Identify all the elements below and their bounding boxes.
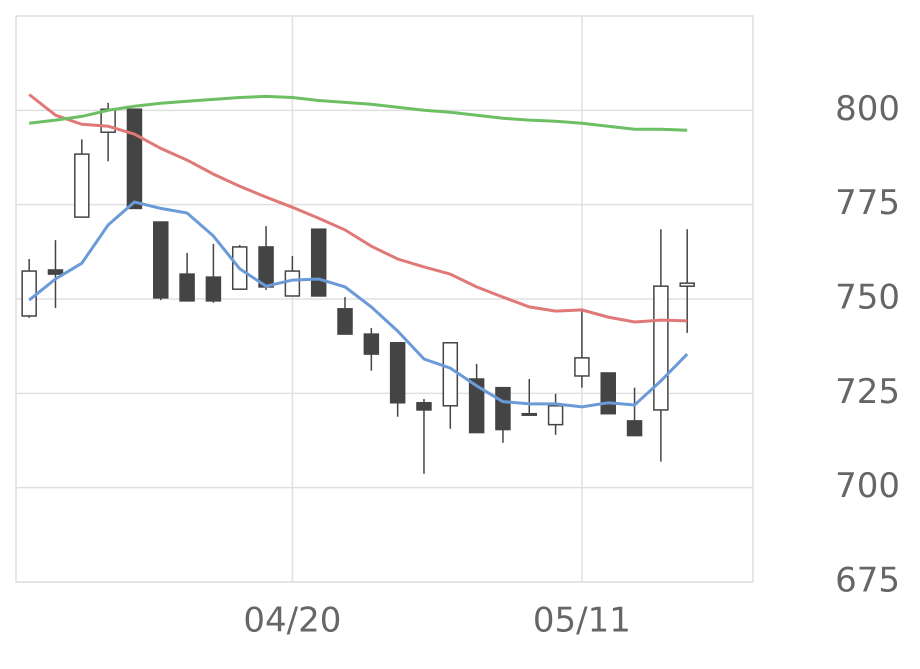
candle-body — [363, 333, 380, 355]
candle-body — [205, 276, 222, 302]
candle-body — [416, 402, 432, 411]
moving-average-line — [28, 200, 689, 409]
y-tick-label: 775 — [835, 183, 900, 223]
candle-body — [153, 221, 169, 299]
candle-body — [284, 270, 301, 297]
candle-body — [600, 372, 616, 415]
moving-average-line — [28, 93, 688, 324]
candle-body — [337, 308, 353, 335]
candle-body — [468, 378, 485, 434]
candle-body — [74, 153, 90, 218]
candle-body — [495, 386, 511, 431]
candle-body — [310, 228, 327, 297]
candle-body — [626, 420, 643, 437]
x-tick-label: 04/20 — [243, 601, 341, 641]
candle-body — [389, 342, 406, 404]
candle-body — [258, 246, 274, 288]
candle-body — [679, 282, 695, 287]
candle-body — [653, 285, 669, 411]
candle-body — [574, 357, 590, 377]
candle-body — [21, 270, 37, 317]
candle-body — [126, 108, 143, 210]
y-tick-label: 700 — [835, 466, 900, 506]
moving-average-line — [29, 94, 688, 132]
candle-body — [521, 412, 538, 416]
candle-body — [547, 405, 564, 426]
y-tick-label: 800 — [835, 89, 900, 129]
y-tick-label: 750 — [835, 278, 900, 318]
candle-body — [179, 273, 195, 302]
y-tick-label: 675 — [835, 561, 900, 601]
candle-body — [442, 342, 459, 407]
x-tick-label: 05/11 — [533, 601, 631, 641]
y-tick-label: 725 — [835, 372, 900, 412]
candle-body — [47, 269, 64, 275]
